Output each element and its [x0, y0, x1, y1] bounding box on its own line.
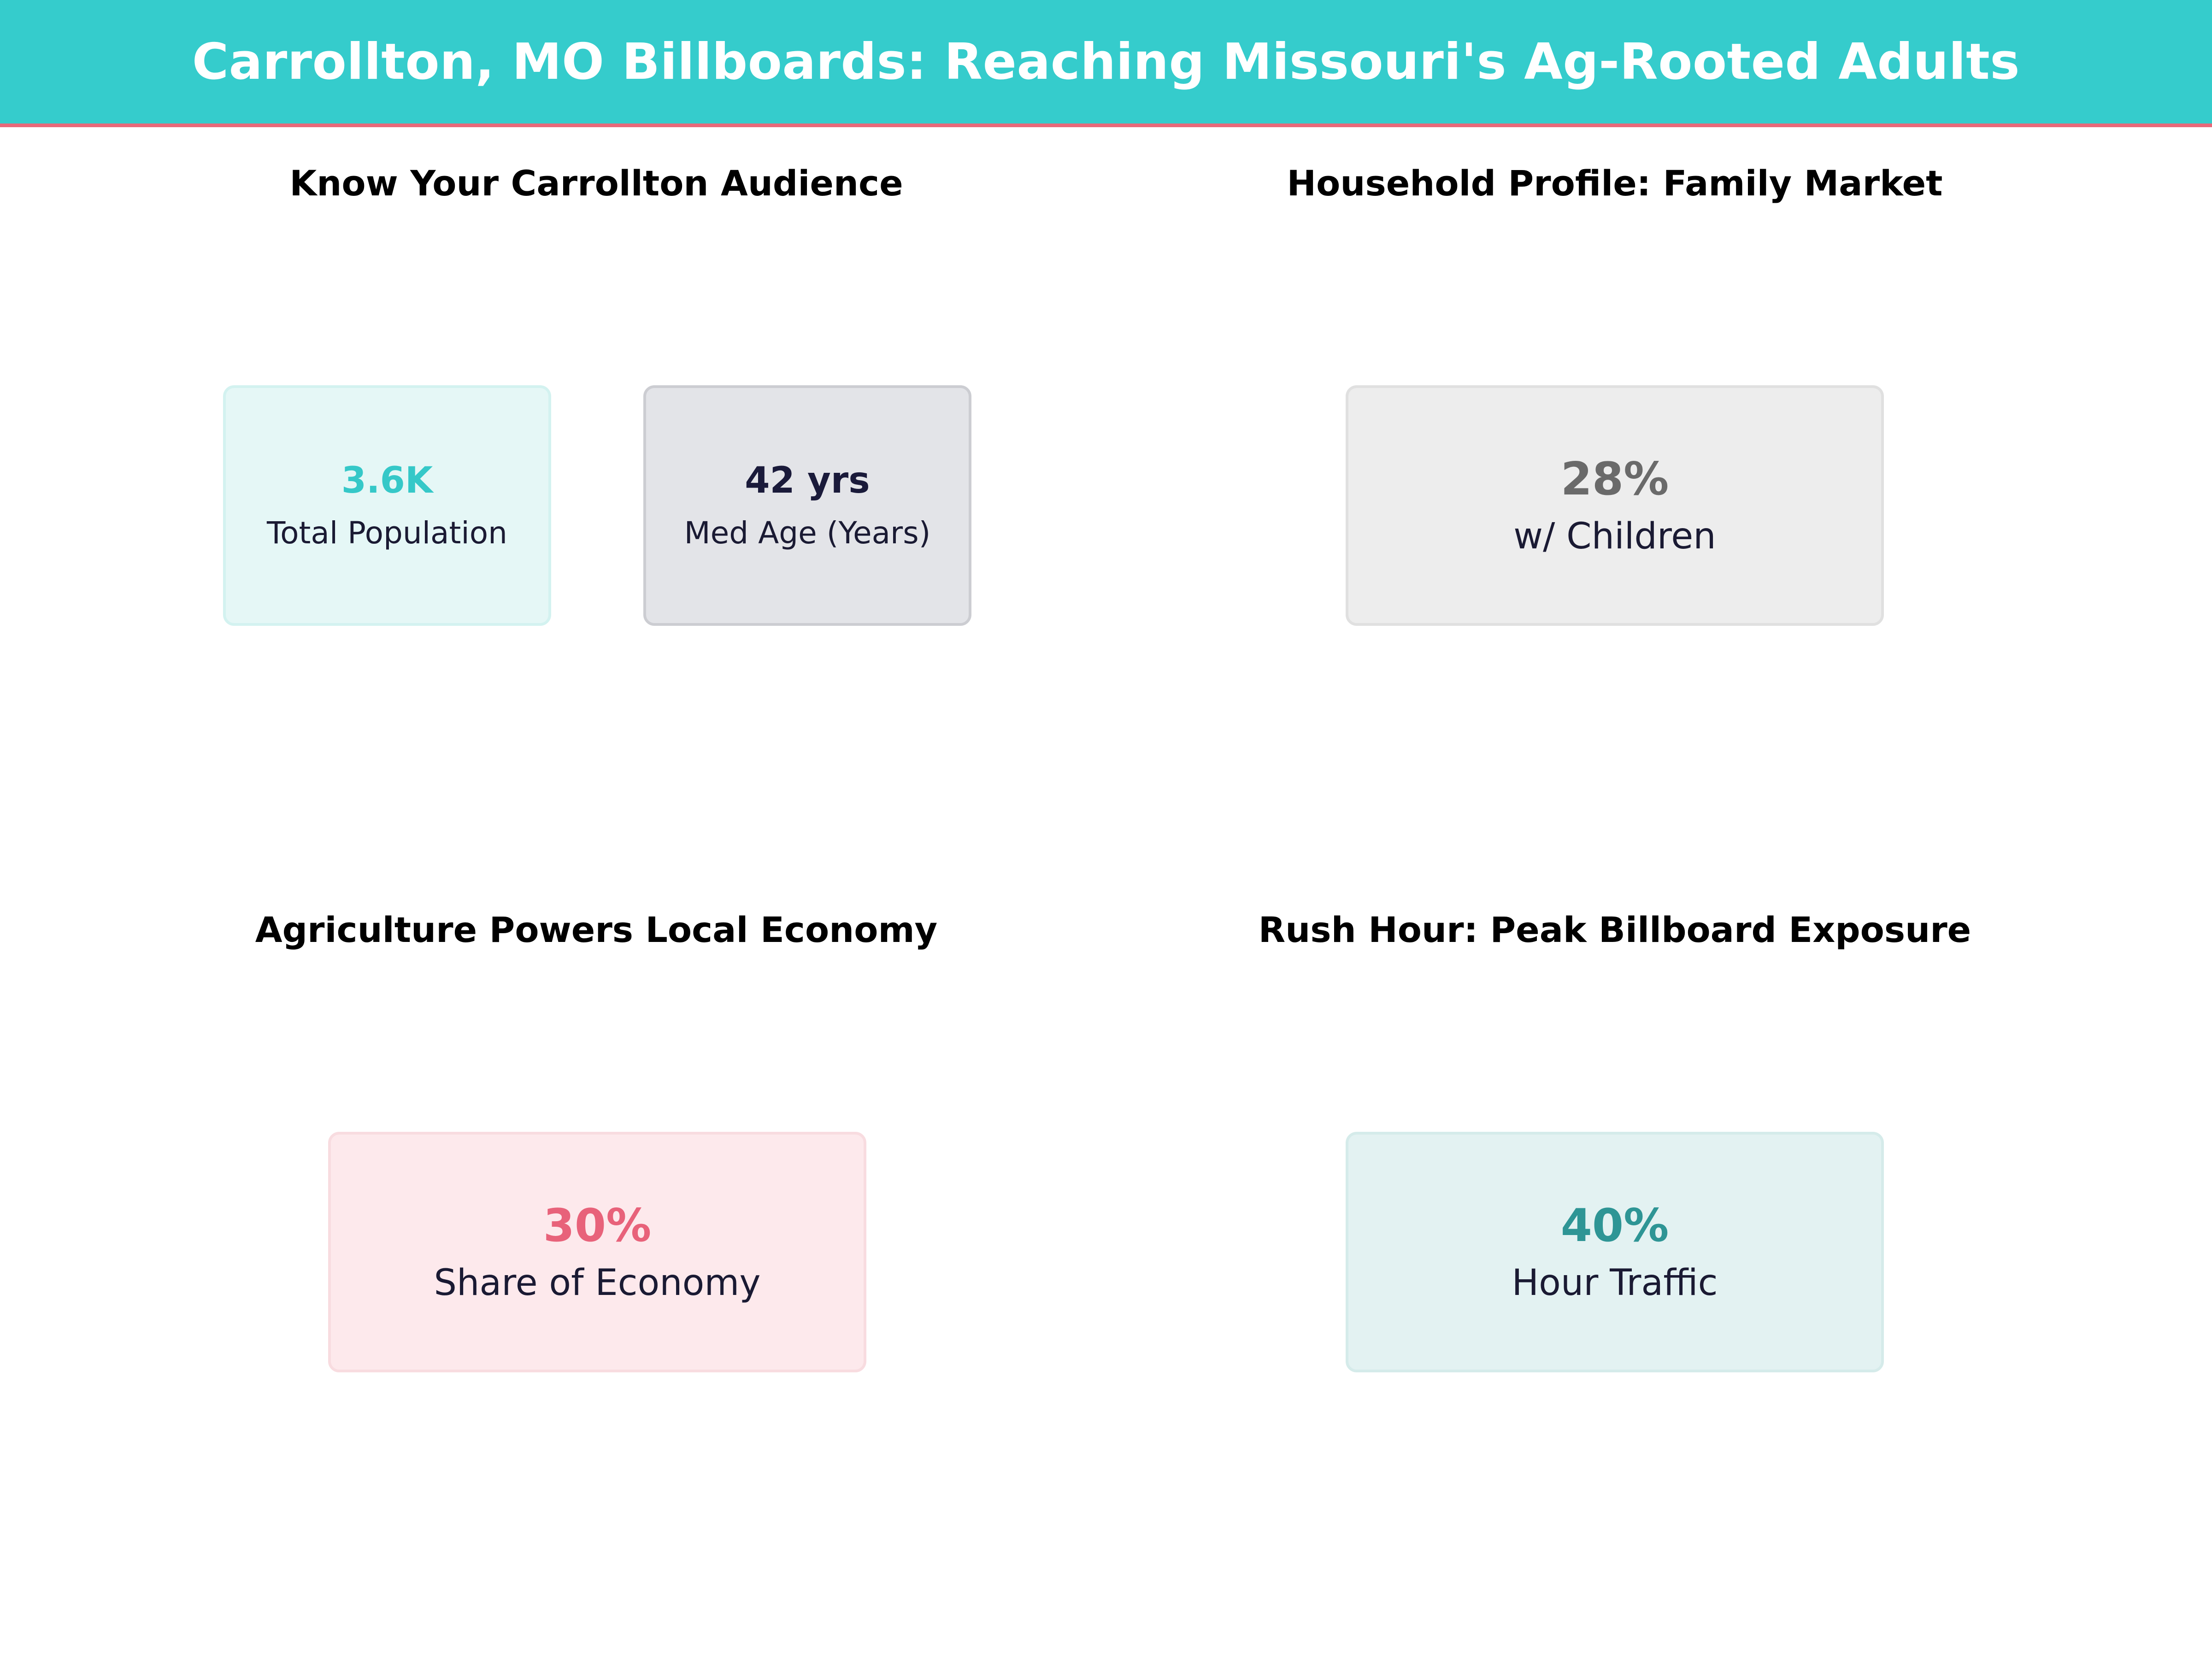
population-value: 3.6K — [341, 460, 433, 501]
median-age-value: 42 yrs — [745, 460, 870, 501]
economy-share-label: Share of Economy — [434, 1262, 761, 1304]
page-header: Carrollton, MO Billboards: Reaching Miss… — [0, 0, 2212, 127]
children-value: 28% — [1560, 453, 1669, 506]
population-card: 3.6K Total Population — [223, 385, 551, 626]
median-age-card: 42 yrs Med Age (Years) — [643, 385, 971, 626]
rush-hour-traffic-value: 40% — [1560, 1200, 1669, 1252]
median-age-label: Med Age (Years) — [684, 515, 931, 551]
economy-share-card: 30% Share of Economy — [328, 1132, 866, 1372]
economy-panel-title: Agriculture Powers Local Economy — [255, 909, 938, 950]
economy-share-value: 30% — [543, 1200, 652, 1252]
children-card: 28% w/ Children — [1346, 385, 1884, 626]
page-title: Carrollton, MO Billboards: Reaching Miss… — [192, 33, 2020, 91]
children-label: w/ Children — [1513, 516, 1716, 557]
household-panel-title: Household Profile: Family Market — [1287, 163, 1943, 204]
rush-hour-traffic-card: 40% Hour Traffic — [1346, 1132, 1884, 1372]
population-label: Total Population — [267, 515, 507, 551]
rush-hour-panel-title: Rush Hour: Peak Billboard Exposure — [1258, 909, 1971, 950]
audience-panel-title: Know Your Carrollton Audience — [289, 163, 903, 204]
rush-hour-traffic-label: Hour Traffic — [1512, 1262, 1718, 1304]
